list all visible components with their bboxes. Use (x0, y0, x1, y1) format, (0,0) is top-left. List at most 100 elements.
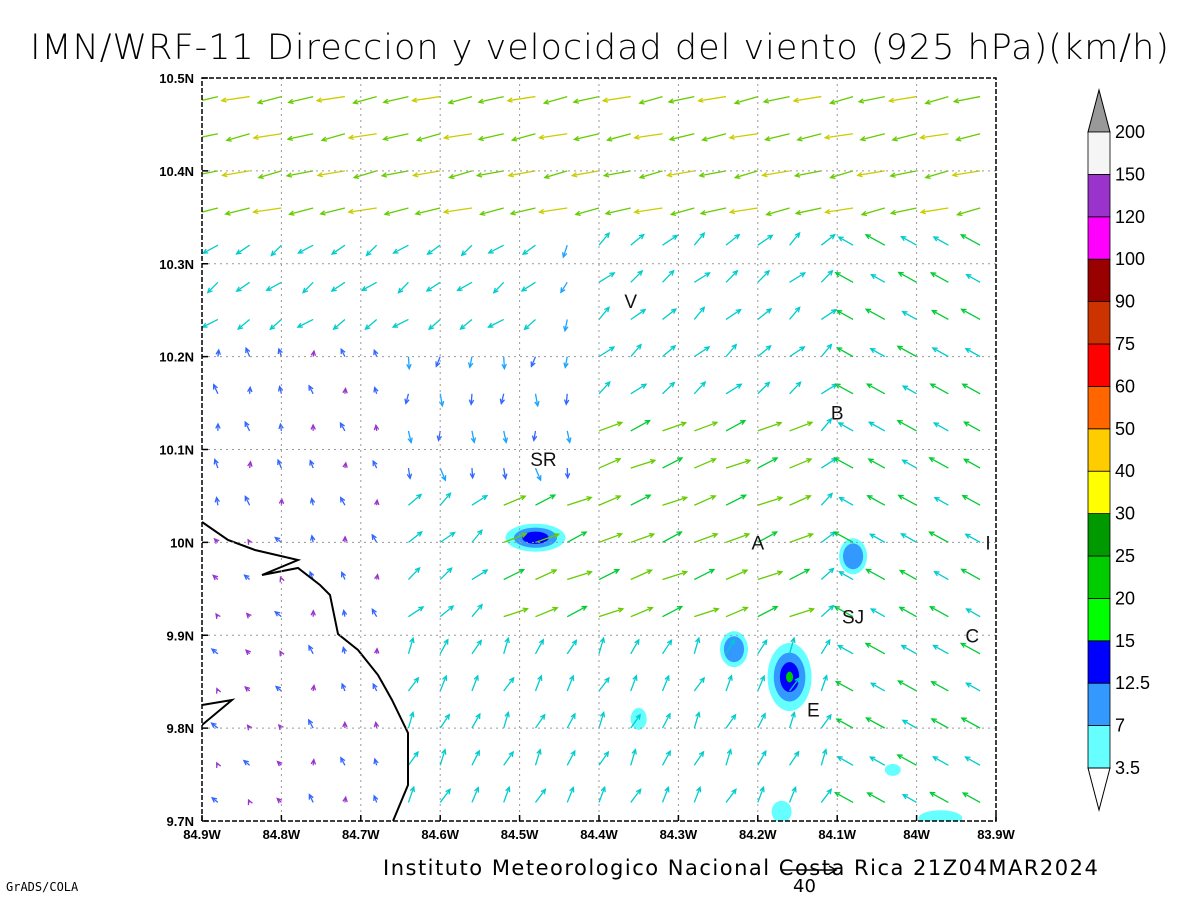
colorbar-label: 150 (1115, 164, 1145, 184)
wind-vector (348, 133, 377, 139)
wind-vector (966, 274, 981, 283)
wind-vector-head (708, 568, 716, 574)
wind-vector (835, 272, 854, 283)
wind-vector (521, 281, 536, 292)
wind-vector (407, 786, 415, 803)
footer-credit: Instituto Meteorologico Nacional Costa R… (383, 856, 1100, 880)
wind-vector (662, 234, 678, 246)
wind-vector-head (669, 381, 676, 388)
wind-vector (407, 430, 412, 443)
wind-vector (503, 495, 526, 506)
wind-vector (439, 788, 451, 803)
wind-vector (897, 345, 917, 358)
wind-vector (534, 467, 542, 481)
wind-vector-head (900, 644, 907, 650)
wind-vector (890, 170, 917, 177)
wind-vector-head (309, 497, 316, 504)
wind-vector-head (733, 99, 741, 105)
wind-vector-head (310, 609, 316, 616)
wind-vector (662, 605, 683, 618)
wind-vector (439, 639, 449, 655)
wind-vector (897, 754, 917, 766)
wind-vector (364, 318, 378, 330)
wind-vector-head (426, 249, 433, 256)
wind-vector (694, 458, 716, 469)
wind-vector-head (731, 788, 737, 795)
wind-vector (693, 677, 705, 692)
wind-vector (565, 393, 568, 405)
wind-vector (869, 533, 886, 543)
wind-vector (931, 309, 949, 321)
wind-vector-head (383, 210, 391, 216)
wind-vector (933, 644, 949, 655)
wind-vector (539, 207, 568, 213)
wind-vector (544, 95, 568, 104)
wind-vector (693, 346, 710, 358)
wind-vector (333, 318, 346, 330)
wind-vector (383, 95, 409, 103)
wind-vector-head (279, 650, 285, 657)
wind-vector (236, 281, 251, 292)
wind-vector (865, 234, 886, 246)
wind-vector (449, 170, 473, 179)
wind-vector (566, 787, 574, 803)
wind-vector (956, 133, 981, 141)
wind-vector (413, 170, 441, 177)
wind-vector-head (760, 712, 766, 719)
colorbar-label: 75 (1115, 334, 1135, 354)
wind-vector (508, 170, 536, 177)
wind-vector (865, 642, 886, 655)
wind-vector-head (235, 286, 242, 292)
wind-vector-head (900, 533, 907, 539)
wind-vector-head (374, 573, 380, 580)
wind-vector-head (418, 606, 425, 612)
wind-vector (725, 383, 742, 395)
wind-vector (725, 714, 737, 729)
wind-vector (331, 244, 346, 255)
wind-vector (698, 95, 727, 102)
wind-vector (339, 422, 346, 432)
wind-vector-head (965, 682, 972, 688)
colorbar-swatch (1087, 640, 1111, 684)
wind-vector (965, 533, 981, 543)
wind-vector-head (215, 612, 221, 620)
wind-vector (825, 133, 854, 139)
wind-vector-head (507, 172, 514, 178)
wind-vector-head (287, 98, 294, 105)
wind-vector-head (634, 638, 640, 645)
wind-vector-head (332, 324, 339, 331)
wind-vector-head (296, 322, 303, 328)
wind-vector (384, 207, 409, 215)
wind-vector (898, 271, 917, 283)
wind-vector (630, 344, 642, 358)
wind-vector (507, 95, 536, 102)
wind-vector (405, 393, 410, 404)
wind-vector (734, 95, 758, 104)
wind-vector-head (933, 496, 940, 503)
wind-vector-head (794, 209, 802, 216)
wind-vector (317, 170, 346, 177)
wind-vector (834, 606, 854, 618)
wind-vector-head (373, 647, 380, 654)
wind-vector-head (835, 309, 843, 316)
wind-vector (407, 751, 419, 766)
wind-vector-head (407, 437, 413, 444)
wind-vector (500, 393, 505, 404)
wind-vector (920, 207, 949, 213)
wind-vector-head (860, 210, 868, 217)
wind-vector (416, 133, 441, 141)
wind-vector (533, 430, 537, 441)
wind-vector (789, 346, 805, 358)
wind-vector (835, 383, 854, 395)
wind-vector (929, 457, 949, 469)
wind-vector-head (739, 419, 747, 426)
wind-vector (572, 170, 600, 177)
wind-vector-head (928, 606, 936, 612)
wind-vector-head (743, 532, 751, 539)
wind-vector (661, 713, 671, 729)
wind-vector (789, 495, 811, 506)
wind-vector-head (341, 609, 348, 616)
wind-vector (503, 430, 507, 443)
wind-vector-head (277, 385, 284, 392)
wind-vector (471, 750, 480, 766)
